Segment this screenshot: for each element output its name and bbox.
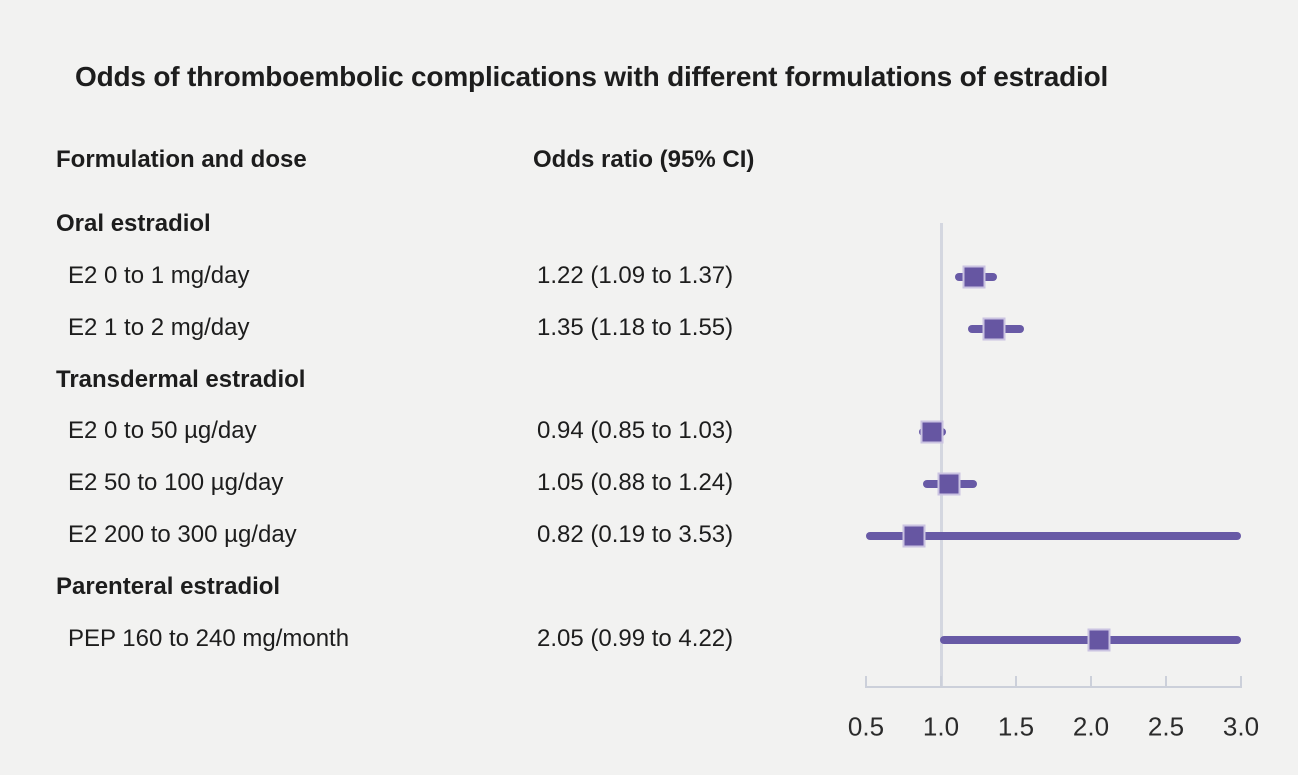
item-row-label: E2 0 to 1 mg/day: [68, 261, 250, 289]
item-row-label: E2 200 to 300 µg/day: [68, 521, 297, 549]
group-row-label: Transdermal estradiol: [56, 365, 306, 393]
odds-ratio-value: 1.35 (1.18 to 1.55): [537, 313, 734, 341]
x-axis-tick: [1164, 676, 1168, 686]
x-axis-tick-label: 0.5: [847, 711, 885, 742]
x-axis-tick: [1089, 676, 1093, 686]
x-axis-line: [865, 685, 1242, 688]
group-row-label: Oral estradiol: [56, 210, 211, 237]
x-axis-tick-label: 1.5: [997, 711, 1035, 742]
x-axis-tick-label: 1.0: [922, 711, 960, 742]
point-estimate-square: [964, 267, 984, 287]
item-row-label: PEP 160 to 240 mg/month: [68, 624, 350, 652]
group-row-label: Parenteral estradiol: [56, 572, 281, 600]
column-header-formulation: Formulation and dose: [56, 146, 307, 173]
x-axis-tick: [1239, 676, 1243, 686]
item-row-label: E2 0 to 50 µg/day: [68, 417, 257, 445]
x-axis-tick-label: 2.0: [1072, 711, 1110, 742]
point-estimate-square: [904, 526, 924, 546]
column-header-odds-ratio: Odds ratio (95% CI): [533, 146, 755, 173]
reference-line: [940, 223, 943, 687]
point-estimate-square: [1089, 630, 1108, 650]
ci-line: [866, 532, 1241, 541]
x-axis-tick: [1014, 676, 1018, 686]
odds-ratio-value: 2.05 (0.99 to 4.22): [537, 624, 734, 652]
x-axis-tick-label: 3.0: [1222, 711, 1260, 742]
x-axis-tick: [864, 676, 868, 686]
x-axis-tick: [939, 676, 943, 686]
x-axis-tick-label: 2.5: [1147, 711, 1185, 742]
point-estimate-square: [939, 474, 958, 494]
odds-ratio-value: 1.05 (0.88 to 1.24): [537, 469, 734, 497]
point-estimate-square: [922, 422, 942, 442]
item-row-label: E2 50 to 100 µg/day: [68, 469, 284, 497]
odds-ratio-value: 0.82 (0.19 to 3.53): [537, 521, 734, 549]
odds-ratio-value: 0.94 (0.85 to 1.03): [537, 417, 734, 445]
point-estimate-square: [984, 319, 1003, 339]
chart-title: Odds of thromboembolic complications wit…: [75, 61, 1109, 92]
item-row-label: E2 1 to 2 mg/day: [68, 313, 250, 341]
odds-ratio-value: 1.22 (1.09 to 1.37): [537, 261, 734, 289]
